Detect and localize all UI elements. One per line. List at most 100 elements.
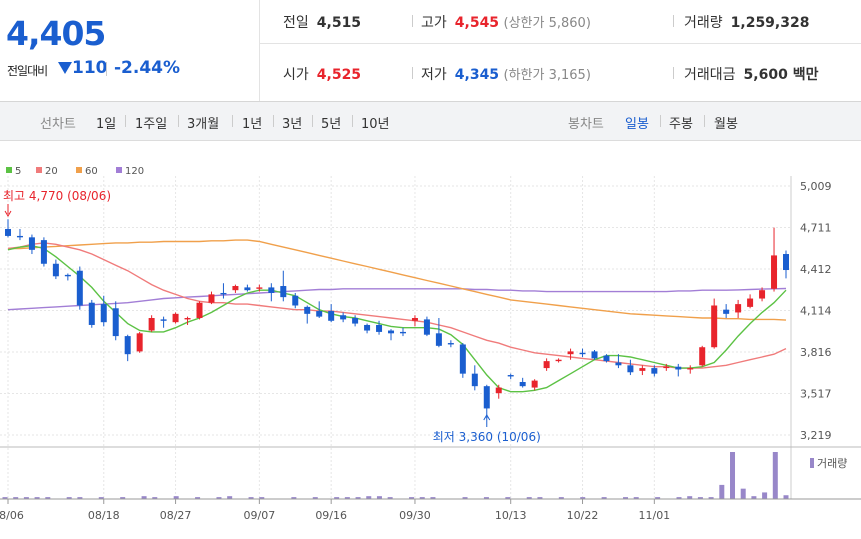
x-tick-label: 09/30 [399,509,431,522]
high-arrow-head [4,210,12,217]
candle-body [735,304,742,313]
tab-10y[interactable]: 10년 [361,117,390,132]
volume-bar [216,497,222,500]
line-chart-label: 선차트 [40,117,76,132]
y-tick-label: 4,711 [800,222,832,235]
change-value: 110 [72,58,108,78]
x-tick-label: 10/22 [567,509,599,522]
chart-grid [0,176,791,499]
tab-weekly[interactable]: 주봉 [669,117,693,132]
candle-body [507,375,514,377]
change-label: 전일대비 [7,64,48,78]
x-tick-label: 08/06 [0,509,24,522]
candle-body [160,319,167,321]
candle-body [555,359,562,362]
volume-legend-swatch [810,458,814,468]
volume-bar [762,492,768,499]
volume-bar [697,497,703,500]
volume-bar [334,497,340,500]
y-tick-label: 5,009 [800,180,832,193]
volume-bar [687,496,693,499]
moving-averages [7,239,787,393]
tab-1w[interactable]: 1주일 [135,117,168,132]
legend-ma60: 60 [76,166,98,177]
tab-monthly[interactable]: 월봉 [714,117,738,132]
volume-bar [409,497,415,500]
volume-bar [173,496,179,499]
candle-body [184,318,191,320]
candle-body [591,351,598,359]
legend-ma5: 5 [6,166,21,177]
volume-bar [526,497,532,500]
candle-body [172,313,179,323]
volume-bar [387,497,393,500]
tab-1y[interactable]: 1년 [242,117,263,132]
candle-body [495,387,502,394]
candle-chart-label: 봉차트 [568,117,604,132]
tab-daily[interactable]: 일봉 [625,117,649,132]
y-tick-label: 3,816 [800,346,832,359]
candle-body [783,254,789,271]
chart-tab-bar: 선차트 1일 1주일 3개월 1년 3년 5년 10년 봉차트 일봉 주봉 월봉 [0,102,861,141]
candle-body [711,305,718,348]
candle-body [196,302,203,319]
tab-1d[interactable]: 1일 [96,117,117,132]
volume-bar [355,497,361,500]
volume-bar [462,497,468,500]
open-stat: 시가 4,525 [283,67,362,83]
candle-body [723,309,730,314]
y-tick-label: 4,412 [800,263,832,276]
volume-bar [558,497,564,500]
candle-body [244,287,251,291]
volume-bar [366,496,372,499]
volume-bar [248,497,254,500]
change-percent: -2.44% [114,58,181,78]
x-tick-label: 08/27 [160,509,192,522]
low-annotation: 최저 3,360 (10/06) [433,430,541,444]
candle-body [519,382,526,387]
volume-bar [580,497,586,500]
tab-5y[interactable]: 5년 [321,117,342,132]
ma20-line [7,242,787,369]
volume-label: 거래량 [817,457,847,470]
divider [106,62,107,76]
legend-ma20: 20 [36,166,58,177]
candle-body [603,355,610,362]
candle-body [100,304,107,323]
volume-bar [152,497,158,500]
candle-body [268,287,275,293]
volume-bar [227,496,233,499]
low-stat: 저가 4,345 (하한가 3,165) [421,67,591,83]
candle-body [435,333,442,346]
x-tick-label: 10/13 [495,509,527,522]
candle-body [567,351,574,355]
candle-body [627,365,634,373]
candle-body [88,302,95,325]
candle-body [543,361,550,369]
quote-panel: 4,405 전일대비 110 -2.44% 전일 4,515 고가 4,545 (상… [0,0,861,102]
volume-bar [291,497,297,500]
candle-body [148,318,155,331]
volume-bar [708,497,714,500]
volume-bar [430,497,436,500]
candle-body [340,315,347,320]
candle-body [352,318,359,324]
candle-body [112,308,119,337]
candle-body [483,386,490,409]
candle-body [411,318,418,321]
candle-body [40,240,47,264]
candle-body [376,324,383,332]
x-tick-label: 11/01 [638,509,670,522]
candle-body [675,366,682,370]
volume-bar [623,497,629,500]
volume-bar [141,496,147,499]
candle-body [687,368,694,370]
divider [673,67,674,79]
tab-3m[interactable]: 3개월 [187,117,220,132]
volume-bar [601,497,607,500]
ma120-line [7,287,787,311]
y-tick-label: 3,517 [800,388,832,401]
volume-bar [719,484,725,499]
volume-bars [2,452,789,500]
tab-3y[interactable]: 3년 [282,117,303,132]
